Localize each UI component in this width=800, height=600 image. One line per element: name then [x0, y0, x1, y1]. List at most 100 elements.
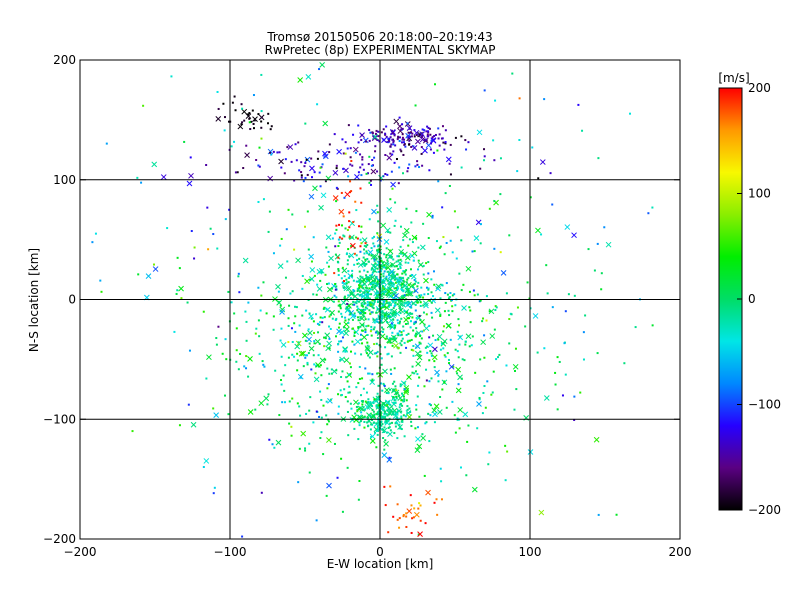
data-point	[404, 322, 407, 325]
data-point	[416, 301, 419, 304]
data-point	[422, 264, 425, 267]
data-point	[392, 307, 395, 310]
data-point	[243, 119, 246, 122]
data-point	[245, 113, 252, 119]
data-point	[312, 421, 315, 424]
data-point	[245, 367, 248, 370]
data-point	[457, 334, 464, 341]
data-point	[338, 236, 341, 239]
data-point	[279, 244, 282, 247]
data-point	[297, 141, 300, 144]
data-point	[248, 112, 251, 115]
data-point	[314, 372, 317, 375]
data-point	[422, 296, 425, 299]
data-point	[302, 180, 305, 183]
data-point	[440, 137, 443, 140]
data-point	[376, 170, 379, 173]
data-point	[262, 281, 265, 284]
data-point	[399, 225, 402, 228]
data-point	[458, 324, 461, 327]
data-point	[260, 73, 263, 76]
data-point	[395, 158, 398, 161]
data-point	[425, 313, 428, 316]
data-point	[400, 344, 403, 347]
data-point	[504, 479, 507, 482]
data-point	[366, 344, 369, 347]
data-point	[363, 302, 366, 305]
data-point	[335, 285, 338, 288]
data-point	[396, 437, 399, 440]
data-point	[422, 311, 425, 314]
data-point	[322, 150, 328, 157]
data-point	[309, 267, 316, 273]
data-point	[376, 412, 379, 415]
data-point	[350, 407, 353, 410]
data-point	[346, 410, 349, 413]
data-point	[406, 125, 413, 131]
data-point	[379, 406, 382, 409]
data-point	[360, 225, 363, 228]
data-point	[429, 133, 432, 136]
data-point	[251, 109, 254, 112]
data-point	[400, 286, 403, 289]
data-point	[382, 290, 385, 293]
data-point	[603, 226, 606, 229]
data-point	[227, 413, 230, 416]
data-point	[323, 316, 326, 319]
data-point	[488, 310, 491, 313]
data-point	[443, 310, 446, 313]
data-point	[304, 449, 307, 452]
data-point	[242, 167, 245, 170]
data-point	[406, 288, 409, 291]
data-point	[409, 274, 412, 277]
data-point	[418, 294, 421, 297]
data-point	[417, 262, 424, 268]
data-point	[379, 179, 382, 182]
data-point	[438, 246, 441, 249]
data-point	[402, 251, 408, 258]
data-point	[390, 282, 393, 285]
data-point	[366, 252, 369, 255]
data-point	[382, 304, 385, 307]
data-point	[414, 511, 420, 518]
data-point	[410, 135, 413, 138]
data-point	[360, 138, 363, 141]
data-point	[364, 345, 371, 352]
data-point	[336, 476, 339, 479]
data-point	[371, 311, 374, 314]
data-point	[359, 245, 362, 248]
data-point	[308, 471, 311, 474]
data-point	[360, 231, 363, 234]
data-point	[412, 259, 415, 262]
data-point	[392, 318, 395, 321]
data-point	[373, 245, 376, 248]
data-point	[271, 443, 274, 446]
data-point	[388, 305, 391, 308]
data-point	[411, 312, 414, 315]
data-point	[431, 216, 434, 219]
data-point	[368, 372, 371, 375]
data-point	[377, 412, 380, 415]
data-point	[315, 362, 321, 368]
data-point	[367, 416, 370, 419]
data-point	[386, 259, 389, 262]
data-point	[376, 308, 379, 311]
data-point	[345, 253, 348, 256]
data-point	[352, 146, 359, 153]
data-point	[375, 430, 378, 433]
data-point	[385, 247, 388, 250]
data-point	[353, 417, 359, 423]
data-point	[300, 171, 303, 174]
data-point	[364, 312, 367, 315]
data-point	[388, 303, 391, 306]
data-point	[387, 282, 390, 285]
data-point	[207, 248, 210, 251]
data-point	[389, 136, 392, 139]
data-point	[383, 299, 386, 302]
data-point	[385, 135, 388, 138]
data-point	[449, 292, 452, 295]
data-point	[384, 304, 390, 311]
data-point	[339, 305, 342, 308]
data-point	[425, 262, 428, 265]
data-point	[334, 288, 337, 291]
